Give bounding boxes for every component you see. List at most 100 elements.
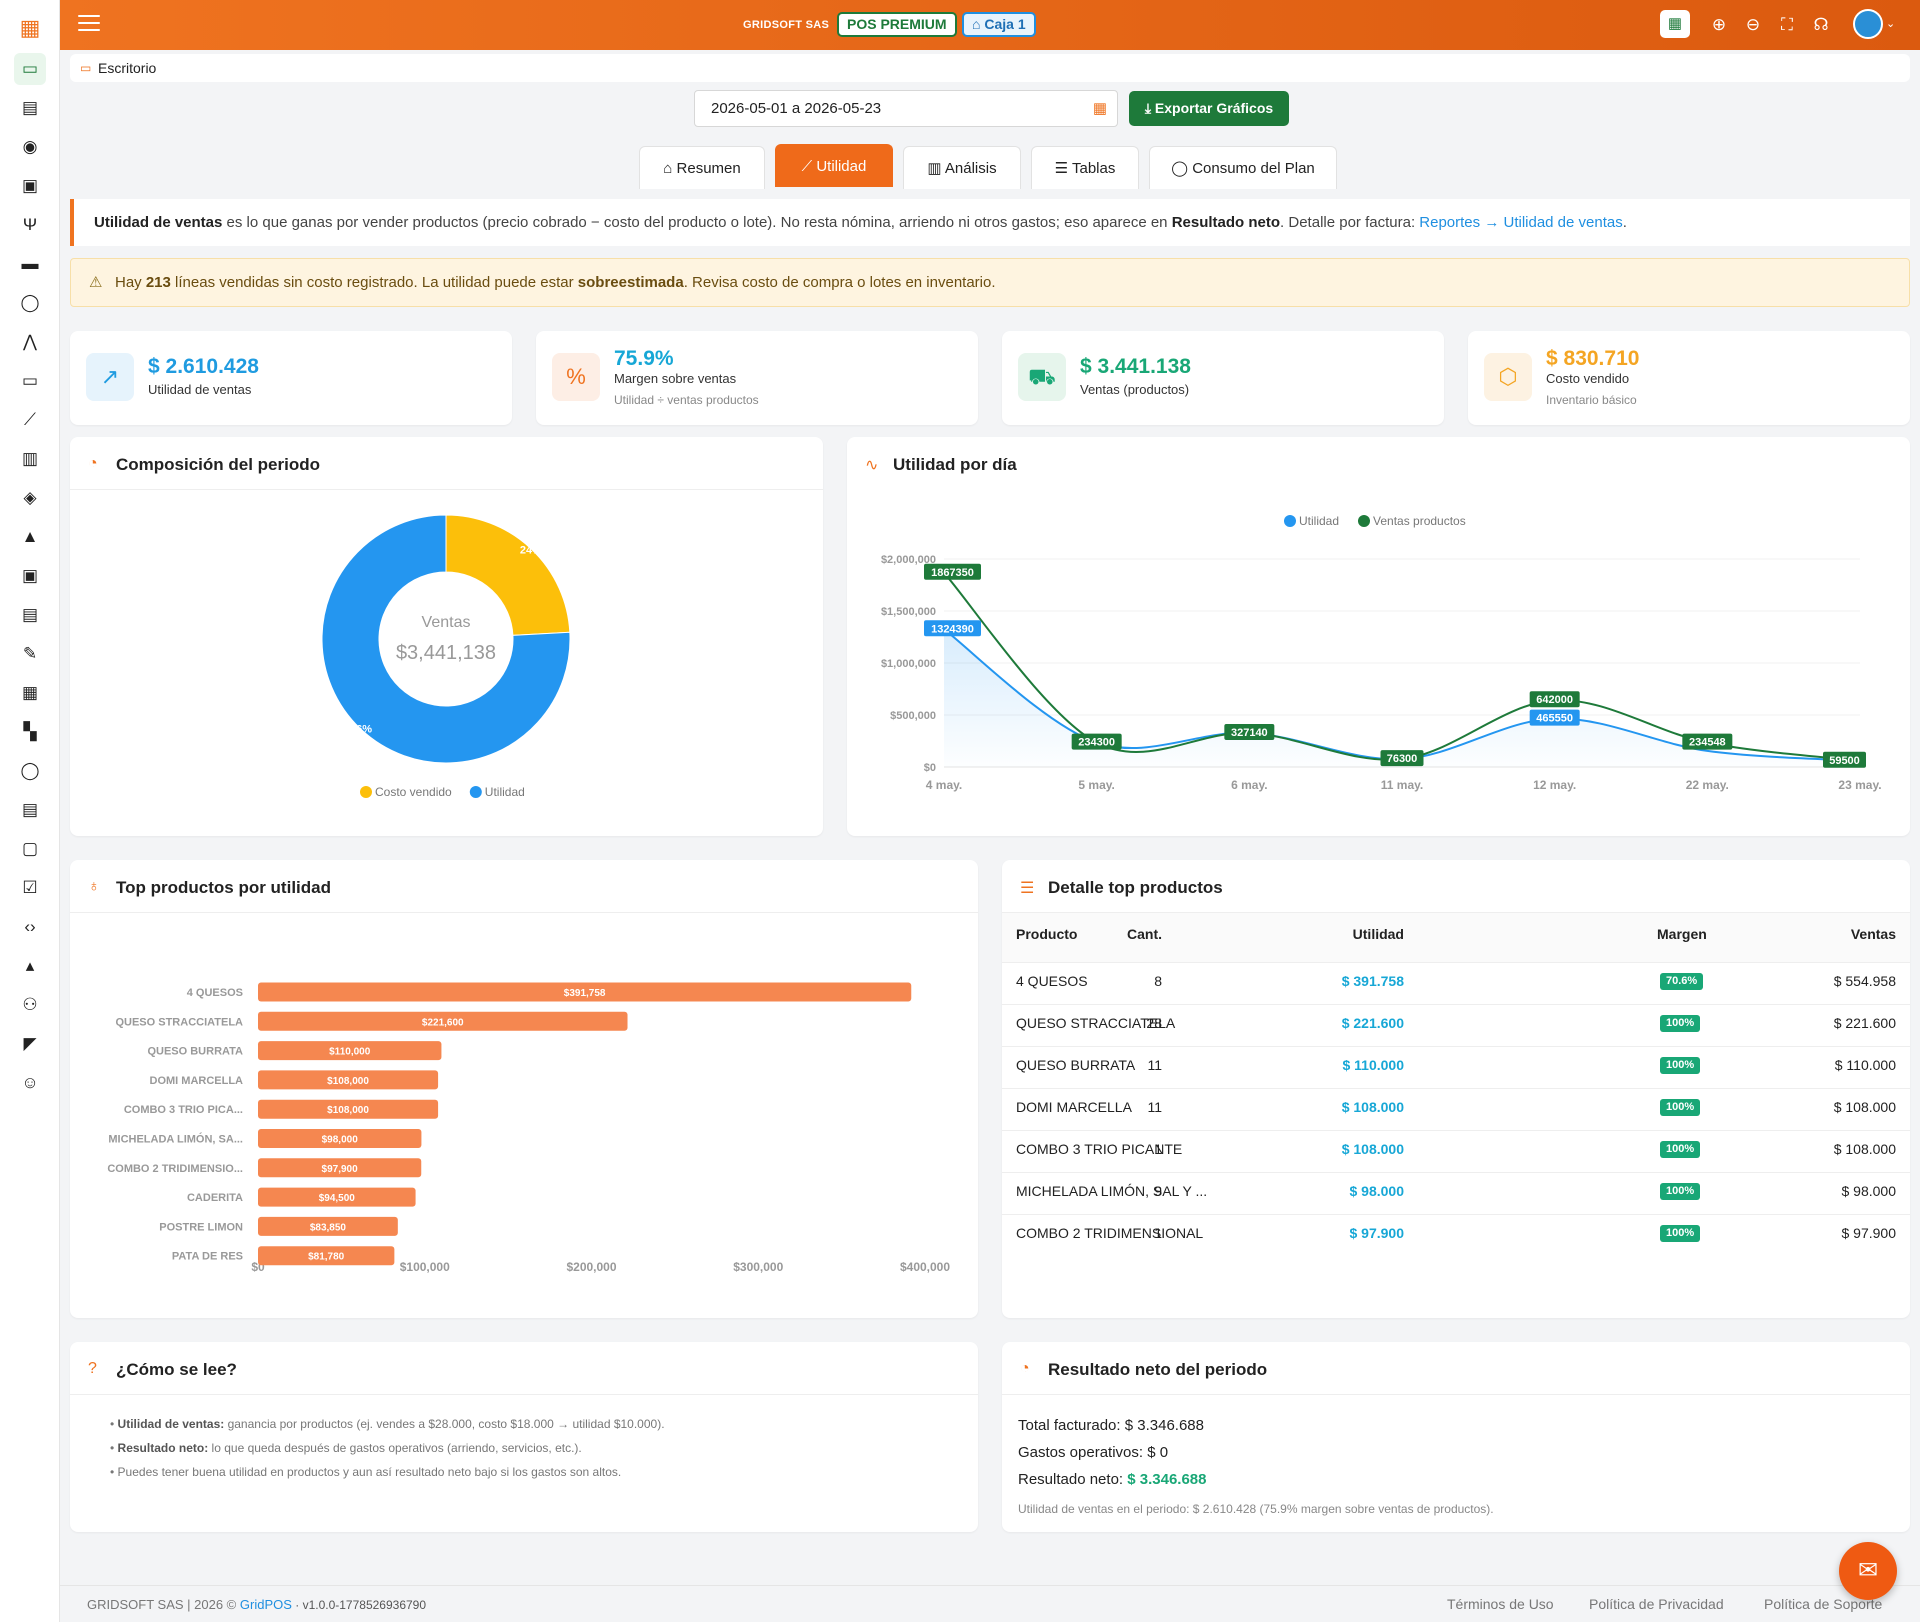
- col-header-sales[interactable]: Ventas: [1850, 926, 1896, 942]
- sidebar-item-dashboard[interactable]: ▭: [14, 53, 46, 85]
- zoom-out-icon[interactable]: ⊖: [1745, 15, 1761, 34]
- sidebar-item-card-icon[interactable]: ▭: [21, 371, 39, 390]
- sidebar-item-checklist-icon[interactable]: ☑: [22, 878, 38, 897]
- margin-badge: 100%: [1660, 1015, 1701, 1032]
- col-header-util[interactable]: Utilidad: [1352, 926, 1404, 942]
- bar-category-label: QUESO BURRATA: [147, 1046, 243, 1058]
- y-tick-label: $1,000,000: [881, 658, 936, 670]
- table-cell-product: MICHELADA LIMÓN, SAL Y ...: [1016, 1183, 1208, 1199]
- tab-utilidad[interactable]: ⟋ Utilidad: [775, 144, 893, 187]
- zoom-in-icon[interactable]: ⊕: [1711, 15, 1727, 34]
- data-label-bg: [1529, 709, 1580, 726]
- x-tick-label: 4 may.: [926, 778, 962, 792]
- detail-products-card: ☰ Detalle top productos Producto Cant. U…: [1002, 860, 1910, 1318]
- sidebar-item-contacts-icon[interactable]: ▤: [21, 605, 39, 624]
- sidebar-item-location-icon[interactable]: ◉: [22, 137, 38, 156]
- table-cell-sales: $ 108.000: [1833, 1099, 1896, 1115]
- bar-category-label: QUESO STRACCIATELA: [115, 1016, 243, 1028]
- percent-icon: %: [552, 353, 600, 401]
- bar: [258, 1041, 442, 1061]
- sidebar-item-chart-icon[interactable]: ⟋: [24, 410, 36, 429]
- sidebar-item-rocket-icon[interactable]: ▴: [25, 956, 35, 975]
- warning-banner: ⚠ Hay 213 líneas vendidas sin costo regi…: [70, 258, 1910, 307]
- sidebar-item-code-icon[interactable]: ‹›: [24, 917, 36, 936]
- tab-analisis-label: Análisis: [944, 160, 997, 177]
- pie-icon: ◔: [88, 455, 98, 472]
- info-term-2: Resultado neto: [1171, 214, 1281, 231]
- legend-label: Ventas productos: [1373, 514, 1466, 528]
- sidebar-item-face-icon[interactable]: ☺: [21, 1073, 39, 1092]
- bar-value-label: $108,000: [327, 1076, 369, 1087]
- tab-tablas[interactable]: ☰ Tablas: [1031, 146, 1139, 189]
- donut-center-label: Ventas: [422, 614, 471, 631]
- col-header-margin[interactable]: Margen: [1657, 926, 1707, 942]
- date-range-input[interactable]: 2026-05-01 a 2026-05-23 ▦: [694, 90, 1118, 127]
- sidebar-item-whatsapp-icon[interactable]: ◯: [20, 293, 40, 312]
- daily-profit-chart: $0 $500,000 $1,000,000 $1,500,000 $2,000,000…: [881, 514, 1882, 792]
- warning-text-3: . Revisa costo de compra o lotes en inve…: [683, 274, 996, 291]
- chat-icon[interactable]: ✉: [1839, 1542, 1897, 1600]
- calendar-icon[interactable]: ▦: [1092, 100, 1107, 117]
- kpi-label: Margen sobre ventas: [614, 371, 737, 386]
- tab-analisis[interactable]: ▥ Análisis: [903, 146, 1021, 189]
- tab-utilidad-label: Utilidad: [816, 158, 867, 175]
- sidebar-item-bed-icon[interactable]: ▬: [21, 254, 39, 273]
- sidebar-item-tools-icon[interactable]: ✎: [22, 644, 38, 663]
- bar-value-label: $98,000: [322, 1135, 359, 1146]
- data-label-bg: [1224, 723, 1275, 740]
- kpi-card-costo: ⬡ $ 830.710 Costo vendido Inventario bás…: [1468, 331, 1910, 425]
- col-header-qty[interactable]: Cant.: [1127, 926, 1162, 942]
- footer-terms-link[interactable]: Términos de Uso: [1447, 1596, 1554, 1612]
- sidebar-item-restaurant-icon[interactable]: Ψ: [22, 215, 38, 234]
- sidebar-item-register-icon[interactable]: ▲: [21, 527, 39, 546]
- app-logo-icon[interactable]: ▦: [19, 15, 41, 40]
- sidebar-item-whatsapp2-icon[interactable]: ◯: [20, 761, 40, 780]
- composition-title: Composición del periodo: [116, 455, 321, 474]
- margin-badge: 100%: [1660, 1099, 1701, 1116]
- footer-support-link[interactable]: Política de Soporte: [1764, 1596, 1883, 1612]
- table-cell-util: $ 391.758: [1341, 973, 1404, 989]
- x-tick-label: 23 may.: [1838, 778, 1881, 792]
- menu-icon[interactable]: [78, 15, 100, 35]
- export-charts-button[interactable]: ⤓ Exportar Gráficos: [1129, 91, 1289, 126]
- question-icon: ?: [88, 1360, 97, 1377]
- sidebar-item-clipboard-icon[interactable]: ▣: [21, 566, 39, 585]
- chevron-down-icon[interactable]: ⌄: [1886, 18, 1896, 30]
- composition-card: ◔ Composición del periodo 24% 76% Ventas $3…: [70, 437, 823, 836]
- sidebar-item-megaphone-icon[interactable]: ◤: [23, 1034, 37, 1053]
- x-tick-label: $200,000: [566, 1260, 616, 1274]
- tab-consumo-plan[interactable]: ◯ Consumo del Plan: [1149, 146, 1337, 189]
- sidebar-item-pos-icon[interactable]: ▤: [21, 98, 39, 117]
- sidebar-item-calendar-icon[interactable]: ▦: [21, 683, 39, 702]
- fullscreen-icon[interactable]: ⛶: [1781, 15, 1793, 34]
- sidebar-item-document-icon[interactable]: ▤: [21, 800, 39, 819]
- avatar[interactable]: [1853, 9, 1883, 39]
- topbar: GRIDSOFT SAS POS PREMIUM ⌂ Caja 1 ▦ ⊕ ⊖ …: [60, 0, 1920, 50]
- register-badge[interactable]: ⌂ Caja 1: [962, 12, 1036, 37]
- footer-brand-link[interactable]: GridPOS: [239, 1597, 292, 1612]
- sidebar-item-orders-icon[interactable]: ▣: [21, 176, 39, 195]
- tab-resumen[interactable]: ⌂ Resumen: [639, 146, 765, 189]
- col-header-product[interactable]: Producto: [1016, 926, 1078, 942]
- headset-icon[interactable]: ☊: [1813, 15, 1829, 34]
- sidebar-item-stats-icon[interactable]: ⋀: [23, 332, 37, 351]
- info-banner: Utilidad de ventas es lo que ganas por v…: [70, 199, 1910, 246]
- bar-value-label: $110,000: [329, 1047, 371, 1058]
- reports-link[interactable]: Reportes → Utilidad de ventas: [1419, 214, 1623, 231]
- sidebar-item-shield-icon[interactable]: ◈: [23, 488, 37, 507]
- sidebar-item-users-icon[interactable]: ⚇: [22, 995, 38, 1014]
- info-text-1: es lo que ganas por vender productos (pr…: [222, 214, 1172, 231]
- sidebar-item-apps-icon[interactable]: ▚: [23, 722, 37, 741]
- pie-slice-label: 76%: [350, 724, 372, 736]
- bar: [258, 1011, 628, 1031]
- footer-privacy-link[interactable]: Política de Privacidad: [1589, 1596, 1724, 1612]
- sidebar-item-file-icon[interactable]: ▢: [21, 839, 39, 858]
- bar-value-label: $108,000: [327, 1105, 369, 1116]
- net-note: Utilidad de ventas en el periodo: $ 2.61…: [1018, 1502, 1494, 1516]
- table-cell-util: $ 98.000: [1349, 1183, 1405, 1199]
- sidebar-item-store-icon[interactable]: ▥: [21, 449, 39, 468]
- calculator-icon[interactable]: ▦: [1660, 10, 1690, 38]
- composition-donut-chart: 24% 76% Ventas $3,441,138 Costo vendido Utili…: [321, 514, 571, 799]
- breadcrumb-label[interactable]: Escritorio: [98, 60, 157, 76]
- pie-icon: ◔: [1020, 1360, 1030, 1377]
